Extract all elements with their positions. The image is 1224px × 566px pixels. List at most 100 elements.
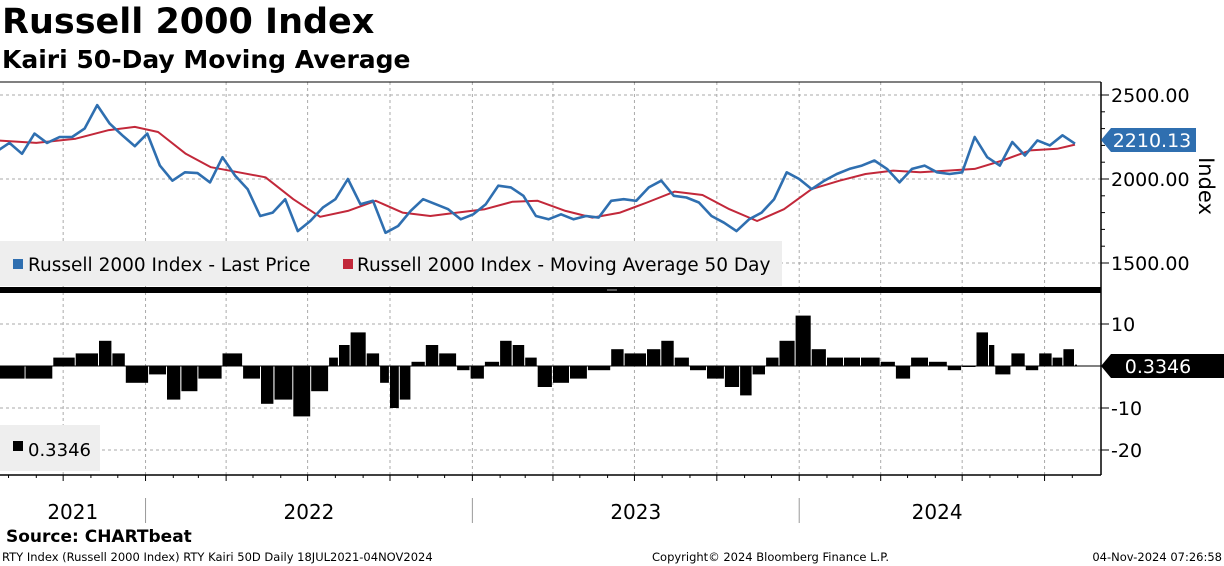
year-label: 2021 (47, 500, 98, 524)
kairi-bar (25, 366, 53, 379)
kairi-bar (724, 366, 740, 387)
kairi-bars (0, 315, 1101, 417)
footer-copyright: Copyright© 2024 Bloomberg Finance L.P. (652, 550, 889, 564)
footer-description: RTY Index (Russell 2000 Index) RTY Kairi… (2, 550, 433, 564)
kairi-bar (329, 357, 338, 366)
kairi-bar (661, 340, 674, 366)
kairi-bar (399, 366, 411, 400)
kairi-bar (647, 349, 661, 366)
kairi-bar (779, 340, 795, 366)
kairi-bar (198, 366, 222, 379)
kairi-bar (752, 366, 765, 375)
price-tick-label: 2500.00 (1111, 85, 1190, 107)
kairi-tick-label: -10 (1111, 398, 1142, 420)
kairi-bar (75, 353, 98, 366)
kairi-bar (339, 345, 350, 366)
year-label: 2023 (610, 500, 661, 524)
last-kairi-value: 0.3346 (1125, 356, 1191, 378)
kairi-bar (222, 353, 243, 366)
kairi-bar (167, 366, 181, 400)
kairi-bar (366, 353, 380, 366)
chart-subtitle: Kairi 50-Day Moving Average (2, 45, 411, 74)
kairi-bar (827, 357, 843, 366)
price-y-axis: 2500.00 2000.00 1500.00 (1101, 85, 1190, 275)
kairi-bar (439, 353, 457, 366)
kairi-bar (243, 366, 260, 379)
kairi-bar (929, 361, 947, 366)
price-legend (0, 241, 782, 286)
kairi-bar (740, 366, 752, 396)
kairi-bar (811, 349, 826, 366)
kairi-bar (293, 366, 311, 417)
price-tick-label: 1500.00 (1111, 253, 1190, 275)
kairi-bar (1052, 357, 1063, 366)
moving-average-line (0, 125, 1076, 222)
x-axis: 2021 2022 2023 2024 (8, 475, 1073, 524)
footer-timestamp: 04-Nov-2024 07:26:58 (1092, 550, 1222, 564)
kairi-bar (911, 357, 928, 366)
kairi-bar (989, 345, 995, 366)
kairi-bar (99, 340, 112, 366)
kairi-y-axis: 10 -10 -20 (1101, 314, 1142, 462)
chart-title: Russell 2000 Index (2, 2, 375, 42)
source-label: Source: CHARTbeat (6, 527, 192, 547)
kairi-bar (500, 340, 512, 366)
kairi-bar (611, 349, 624, 366)
kairi-bar (1075, 364, 1077, 366)
kairi-bar (0, 366, 25, 379)
kairi-bar (1011, 353, 1025, 366)
kairi-bar (766, 357, 779, 366)
kairi-bar (795, 315, 811, 366)
legend-label-kairi: 0.3346 (28, 440, 91, 461)
kairi-bar (976, 332, 988, 366)
last-price-value: 2210.13 (1113, 130, 1192, 152)
kairi-bar (537, 366, 552, 387)
kairi-bar (587, 366, 611, 371)
kairi-bar (895, 366, 911, 379)
kairi-bar (995, 366, 1011, 375)
kairi-bar (690, 366, 706, 371)
kairi-bar (411, 361, 425, 366)
price-axis-label: Index (1194, 157, 1218, 215)
legend-swatch-last-price (13, 259, 23, 269)
price-lines (0, 103, 1076, 235)
kairi-bar (261, 366, 274, 404)
kairi-bar (181, 366, 198, 392)
kairi-bar (512, 345, 525, 366)
legend-label-moving-average: Russell 2000 Index - Moving Average 50 D… (357, 255, 770, 276)
legend-swatch-moving-average (343, 259, 353, 269)
kairi-bar (425, 345, 439, 366)
kairi-bar (311, 366, 329, 392)
kairi-bar (880, 361, 895, 366)
kairi-bar (1063, 349, 1074, 366)
kairi-bar (674, 357, 689, 366)
kairi-bar (947, 366, 962, 371)
last-price-line (0, 103, 1076, 235)
kairi-bar (149, 366, 166, 375)
legend-swatch-kairi (13, 441, 23, 451)
kairi-bar (390, 366, 399, 408)
kairi-bar (53, 357, 75, 366)
kairi-bar (457, 366, 470, 371)
legend-label-last-price: Russell 2000 Index - Last Price (28, 255, 310, 276)
kairi-bar (274, 366, 293, 400)
kairi-bar (470, 366, 484, 379)
kairi-bar (484, 361, 500, 366)
year-label: 2022 (284, 500, 335, 524)
kairi-bar (570, 366, 587, 379)
kairi-bar (350, 332, 366, 366)
kairi-bar (1039, 353, 1052, 366)
kairi-bar (1025, 366, 1039, 371)
year-label: 2024 (912, 500, 963, 524)
kairi-bar (861, 357, 880, 366)
kairi-bar (125, 366, 149, 383)
kairi-bar (380, 366, 389, 383)
kairi-bar (112, 353, 125, 366)
last-kairi-tag (1101, 354, 1224, 378)
panel-divider[interactable] (0, 287, 1101, 293)
kairi-bar (624, 353, 646, 366)
kairi-bar (844, 357, 860, 366)
last-price-tag (1101, 128, 1196, 152)
kairi-tick-label: 10 (1111, 314, 1135, 336)
